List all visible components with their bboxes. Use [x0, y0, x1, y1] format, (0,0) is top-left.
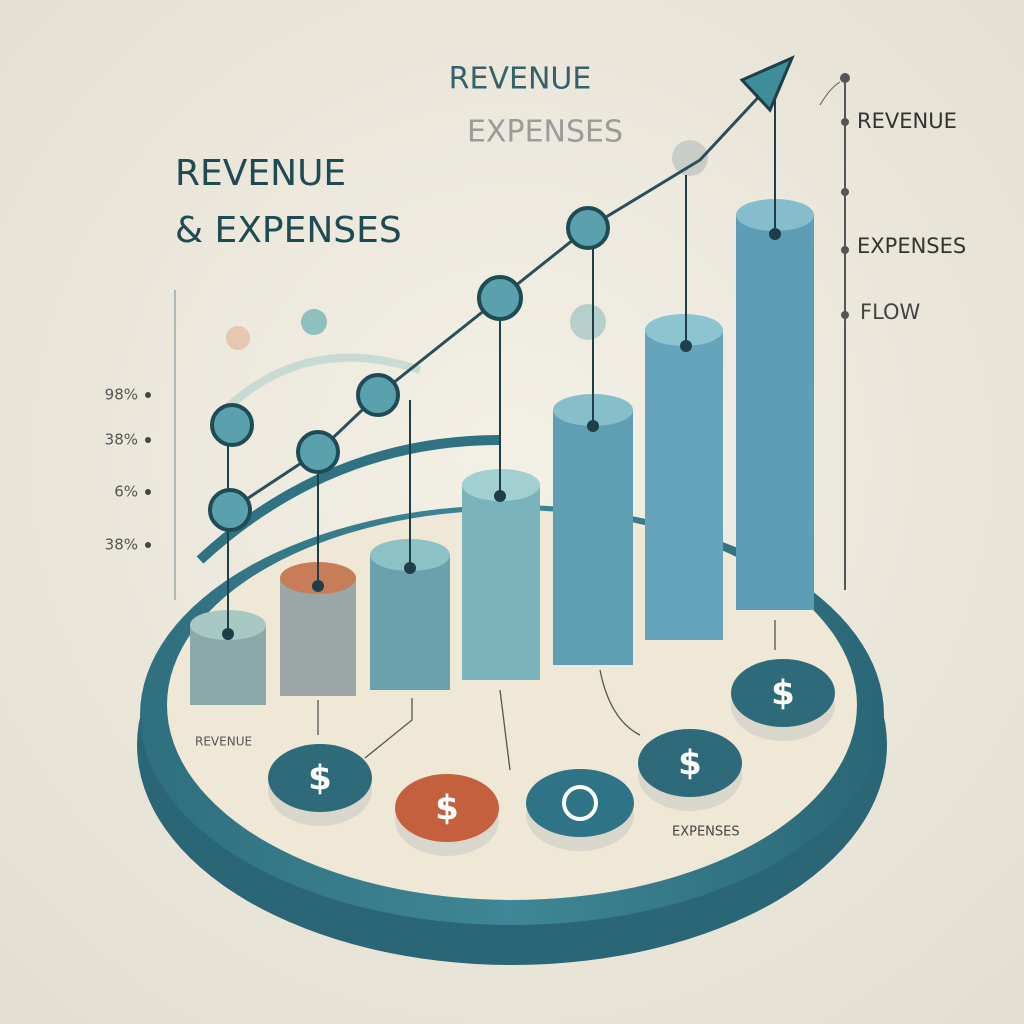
- arrow-head: [739, 55, 795, 113]
- decor: [672, 140, 708, 176]
- legend-label: REVENUE: [857, 109, 957, 133]
- left-dots: [145, 392, 151, 548]
- trend-points: [208, 206, 610, 532]
- legend-dots: [840, 73, 850, 319]
- pin-heads: [222, 228, 781, 640]
- faded-title: EXPENSES: [467, 115, 623, 150]
- connectors: [317, 620, 776, 771]
- svg-text:$: $: [435, 789, 459, 829]
- svg-text:$: $: [308, 759, 332, 799]
- decor: [212, 353, 422, 423]
- bottom-label: EXPENSES: [672, 825, 740, 840]
- title: & EXPENSES: [175, 210, 402, 251]
- bottom-label: REVENUE: [195, 735, 252, 749]
- legend-label: FLOW: [860, 300, 921, 324]
- left-label: 98%: [105, 386, 138, 404]
- title: REVENUE: [175, 153, 346, 194]
- bars: [190, 199, 814, 705]
- connector: [819, 81, 841, 106]
- decor: [301, 309, 327, 335]
- left-label: 6%: [114, 483, 138, 501]
- legend-label: EXPENSES: [857, 234, 966, 258]
- decor: [226, 326, 250, 350]
- pins: [227, 95, 776, 632]
- left-label: 38%: [105, 536, 138, 554]
- left-labels: 98% 38% 6% 38%: [105, 386, 138, 554]
- decor: [570, 304, 606, 340]
- coins: $ $ $ $: [268, 659, 835, 856]
- svg-text:$: $: [678, 744, 702, 784]
- faded-title: REVENUE: [449, 62, 592, 97]
- svg-text:$: $: [771, 674, 795, 714]
- left-label: 38%: [105, 431, 138, 449]
